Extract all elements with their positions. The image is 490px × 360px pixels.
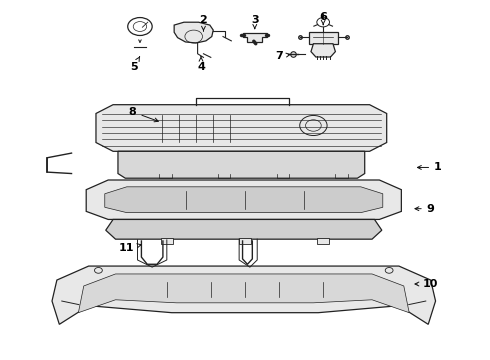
Text: 9: 9 — [415, 204, 435, 214]
Polygon shape — [311, 44, 335, 57]
Polygon shape — [105, 187, 383, 213]
Polygon shape — [86, 180, 401, 220]
Polygon shape — [78, 274, 409, 313]
Polygon shape — [52, 266, 436, 324]
Polygon shape — [309, 32, 338, 44]
Text: 1: 1 — [417, 162, 442, 172]
Text: 11: 11 — [119, 243, 141, 253]
Polygon shape — [118, 151, 365, 178]
Polygon shape — [318, 238, 329, 244]
Polygon shape — [106, 220, 382, 239]
Polygon shape — [174, 22, 213, 43]
Text: 4: 4 — [197, 57, 205, 72]
Text: 6: 6 — [319, 12, 327, 24]
Text: 5: 5 — [130, 57, 140, 72]
Polygon shape — [96, 105, 387, 151]
Polygon shape — [161, 238, 172, 244]
Text: 10: 10 — [415, 279, 439, 289]
Polygon shape — [243, 33, 267, 42]
Text: 2: 2 — [199, 15, 207, 31]
Text: 3: 3 — [251, 15, 259, 28]
Text: 8: 8 — [129, 107, 158, 122]
Text: 7: 7 — [275, 51, 290, 61]
Polygon shape — [239, 238, 251, 244]
